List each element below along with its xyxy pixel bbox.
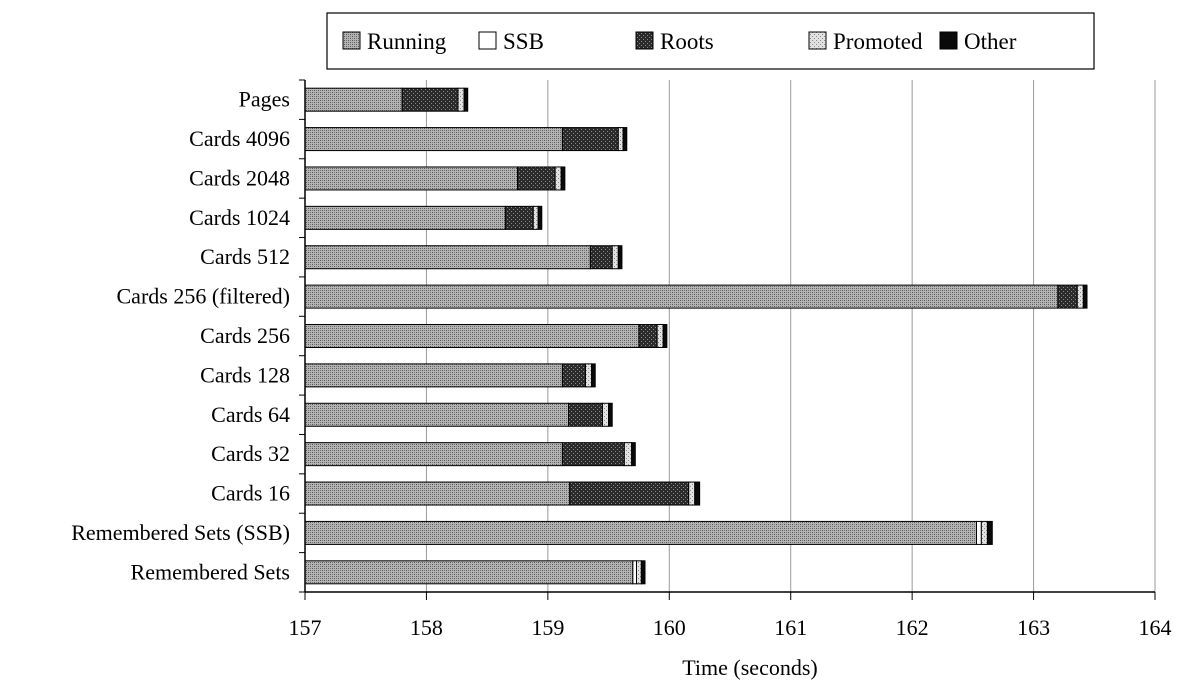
x-tick-label-161: 161 — [774, 615, 807, 640]
category-label-cards-64: Cards 64 — [211, 402, 290, 427]
bar-remembered-sets-ssb — [632, 560, 637, 585]
legend-swatch-roots — [635, 31, 654, 50]
category-label-cards-128: Cards 128 — [200, 362, 290, 387]
category-label-cards-1024: Cards 1024 — [189, 205, 290, 230]
bar-pages-promoted — [457, 87, 465, 112]
bar-cards-64-promoted — [602, 402, 610, 427]
bar-cards-256-filtered-other — [1082, 284, 1088, 309]
bar-cards-256-filtered-promoted — [1076, 284, 1084, 309]
bar-cards-1024-roots — [504, 205, 534, 230]
legend-label-roots: Roots — [660, 29, 714, 54]
x-tick-label-157: 157 — [289, 615, 322, 640]
legend-swatch-other — [939, 31, 958, 50]
bar-cards-32-promoted — [623, 442, 633, 467]
x-tick-label-159: 159 — [531, 615, 564, 640]
category-label-cards-256-filtered: Cards 256 (filtered) — [117, 284, 291, 309]
axes — [299, 79, 1156, 600]
category-label-cards-32: Cards 32 — [211, 441, 290, 466]
legend-box — [326, 12, 1095, 70]
legend-swatch-promoted — [808, 31, 827, 50]
x-axis-title: Time (seconds) — [682, 655, 817, 680]
bar-cards-256-roots — [638, 324, 658, 348]
legend-swatch-running — [342, 31, 361, 50]
bar-cards-4096-roots — [561, 127, 619, 152]
bar-cards-128-promoted — [585, 363, 593, 388]
bar-cards-128-roots — [561, 363, 587, 388]
x-tick-labels: 157 158 159 160 161 162 163 164 — [289, 615, 1172, 640]
bar-cards-4096-other — [622, 127, 628, 152]
bar-remembered-sets-ssb-ssb — [976, 520, 982, 545]
bar-cards-4096-promoted — [617, 127, 624, 152]
bar-cards-1024-running — [304, 205, 506, 230]
bar-remembered-sets-promoted — [636, 560, 642, 585]
category-label-pages: Pages — [239, 87, 290, 112]
x-tick-label-158: 158 — [410, 615, 443, 640]
bar-cards-512-running — [304, 245, 591, 270]
category-label-cards-256: Cards 256 — [200, 323, 290, 348]
bar-cards-16-other — [694, 481, 701, 506]
legend-label-promoted: Promoted — [833, 29, 923, 54]
bar-cards-32-roots — [561, 442, 625, 467]
bar-cards-512-other — [617, 245, 623, 270]
bar-cards-32-other — [631, 442, 636, 467]
bar-cards-256-running — [304, 324, 640, 348]
legend-label-other: Other — [964, 29, 1017, 54]
category-label-cards-512: Cards 512 — [200, 244, 290, 269]
category-label-cards-2048: Cards 2048 — [189, 165, 290, 190]
bar-cards-2048-roots — [517, 166, 556, 191]
bar-cards-256-filtered-roots — [1057, 284, 1078, 309]
bar-cards-1024-promoted — [532, 205, 539, 230]
bar-cards-16-roots — [569, 481, 690, 506]
bar-cards-128-running — [304, 363, 563, 388]
category-label-remembered-sets-ssb: Remembered Sets (SSB) — [71, 520, 290, 545]
bar-cards-512-roots — [589, 245, 613, 270]
bar-cards-4096-running — [304, 127, 563, 152]
bars — [304, 87, 1088, 585]
legend-label-running: Running — [367, 29, 447, 54]
x-tick-label-164: 164 — [1139, 615, 1172, 640]
category-labels: Pages Cards 4096 Cards 2048 Cards 1024 Cards… — [71, 87, 290, 585]
category-label-remembered-sets: Remembered Sets — [131, 559, 290, 584]
legend: Running SSB Roots Promoted Other — [326, 12, 1095, 70]
bar-remembered-sets-running — [304, 560, 634, 585]
bar-cards-512-promoted — [611, 245, 619, 270]
category-label-cards-4096: Cards 4096 — [189, 126, 290, 151]
bar-cards-32-running — [304, 442, 563, 467]
bar-remembered-sets-other — [640, 560, 646, 585]
bar-pages-other — [463, 87, 469, 112]
bar-cards-1024-other — [537, 205, 543, 230]
bar-cards-64-other — [608, 402, 613, 427]
x-tick-label-162: 162 — [896, 615, 929, 640]
bar-cards-64-running — [304, 402, 569, 427]
bar-remembered-sets-ssb-promoted — [980, 520, 988, 545]
bar-pages-roots — [401, 87, 459, 112]
gridlines — [425, 80, 1156, 592]
bar-cards-2048-other — [560, 166, 566, 191]
bar-cards-2048-promoted — [554, 166, 562, 191]
bar-cards-16-promoted — [688, 481, 696, 506]
legend-swatch-ssb — [478, 31, 497, 50]
bar-pages-running — [304, 87, 403, 112]
bar-remembered-sets-ssb-running — [304, 520, 977, 545]
bar-remembered-sets-ssb-other — [986, 520, 993, 545]
legend-label-ssb: SSB — [503, 29, 544, 54]
bar-cards-64-roots — [568, 402, 603, 427]
bar-cards-16-running — [304, 481, 571, 506]
bar-cards-128-other — [591, 363, 596, 388]
bar-cards-256-filtered-running — [304, 284, 1059, 309]
bar-cards-256-promoted — [656, 324, 664, 348]
x-tick-label-163: 163 — [1017, 615, 1050, 640]
x-tick-label-160: 160 — [653, 615, 686, 640]
bar-cards-2048-running — [304, 166, 518, 191]
bar-cards-256-other — [662, 324, 668, 348]
category-label-cards-16: Cards 16 — [211, 481, 290, 506]
